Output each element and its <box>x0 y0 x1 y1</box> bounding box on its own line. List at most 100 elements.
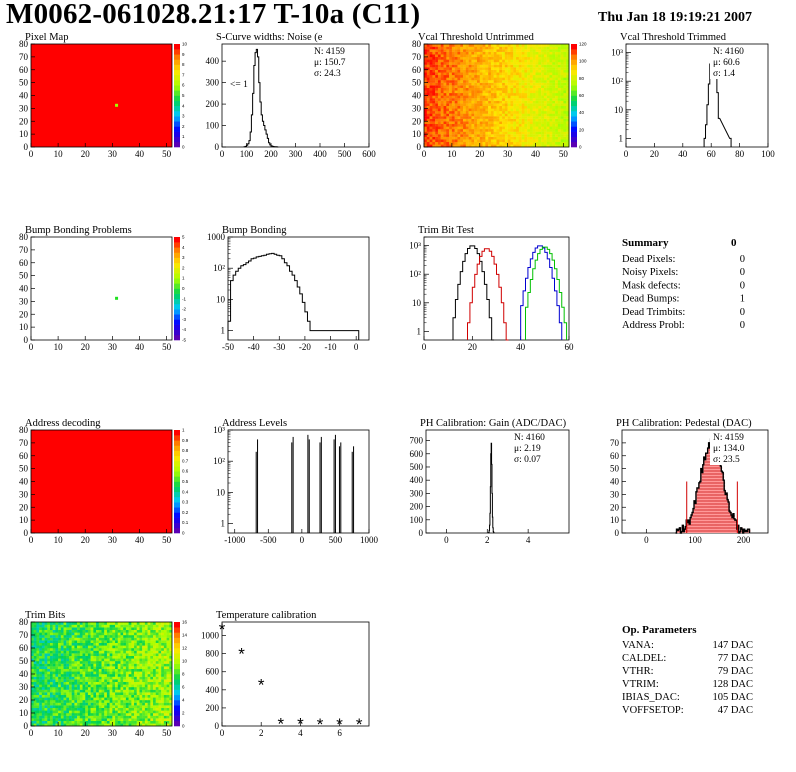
y-tick-label: 20 <box>19 309 29 319</box>
pedestal-dot <box>710 473 712 475</box>
x-tick-label: 40 <box>135 149 145 159</box>
heatmap-cell <box>163 710 167 714</box>
heatmap-cell <box>93 684 97 688</box>
heatmap-cell <box>557 108 561 112</box>
heatmap-cell <box>474 123 478 127</box>
heatmap-cell <box>106 692 110 695</box>
pedestal-dot <box>731 530 732 532</box>
heatmap-cell <box>98 653 102 656</box>
pedestal-dot <box>702 527 704 529</box>
heatmap-cell <box>474 141 478 145</box>
heatmap-cell <box>125 663 129 667</box>
heatmap-cell <box>521 80 525 83</box>
heatmap-cell <box>128 710 132 714</box>
heatmap-cell <box>451 131 455 135</box>
heatmap-cell <box>510 87 514 91</box>
heatmap-cell <box>529 139 533 143</box>
heatmap-cell <box>488 90 492 94</box>
pedestal-dot <box>699 527 701 529</box>
heatmap-cell <box>518 113 522 117</box>
heatmap-cell <box>144 723 148 727</box>
pedestal-dot <box>714 518 716 520</box>
heatmap-cell <box>490 80 494 83</box>
heatmap-cell <box>446 136 450 140</box>
heatmap-cell <box>426 49 430 52</box>
heatmap-cell <box>454 118 458 122</box>
heatmap-cell <box>454 44 458 47</box>
pedestal-dot <box>723 503 725 505</box>
pedestal-dot <box>716 485 718 487</box>
heatmap-cell <box>128 718 132 721</box>
heatmap-cell <box>476 44 480 47</box>
heatmap-cell <box>437 126 441 130</box>
heatmap-cell <box>96 687 99 690</box>
heatmap-cell <box>82 655 86 659</box>
heatmap-cell <box>557 74 561 78</box>
heatmap-cell <box>454 139 458 143</box>
heatmap-cell <box>169 720 173 724</box>
heatmap-cell <box>463 98 467 101</box>
heatmap-cell <box>82 723 86 727</box>
heatmap-cell <box>493 131 497 135</box>
heatmap-cell <box>104 705 108 708</box>
heatmap-cell <box>437 123 441 127</box>
pedestal-dot <box>725 500 727 502</box>
heatmap-cell <box>153 689 156 693</box>
heatmap-cell <box>33 718 37 721</box>
heatmap-cell <box>68 723 72 727</box>
heatmap-cell <box>485 131 489 135</box>
heatmap-cell <box>39 666 43 669</box>
heatmap-cell <box>482 77 486 81</box>
heatmap-cell <box>47 681 51 685</box>
heatmap-cell <box>66 697 70 701</box>
heatmap-cell <box>449 136 453 140</box>
pedestal-dot <box>717 476 719 478</box>
heatmap-cell <box>463 126 467 130</box>
heatmap-cell <box>115 689 118 693</box>
heatmap-cell <box>49 679 53 682</box>
heatmap-cell <box>47 720 51 724</box>
pedestal-dot <box>712 503 714 505</box>
heatmap-cell <box>66 713 70 716</box>
heatmap-cell <box>449 64 453 68</box>
heatmap-cell <box>426 100 430 104</box>
heatmap-cell <box>158 689 162 693</box>
heatmap-cell <box>543 87 547 91</box>
heatmap-cell <box>457 69 461 73</box>
heatmap-cell <box>60 676 64 680</box>
heatmap-cell <box>549 82 553 86</box>
heatmap-cell <box>476 134 480 137</box>
heatmap-cell <box>541 72 545 76</box>
pedestal-dot <box>698 512 700 514</box>
heatmap-cell <box>117 710 121 714</box>
heatmap-cell <box>136 661 140 664</box>
pedestal-dot <box>707 527 709 529</box>
heatmap-cell <box>543 126 547 130</box>
heatmap-cell <box>465 134 469 137</box>
heatmap-cell <box>55 668 59 672</box>
heatmap-cell <box>93 702 97 706</box>
heatmap-cell <box>538 105 542 109</box>
heatmap-cell <box>128 663 132 667</box>
heatmap-cell <box>33 720 37 724</box>
heatmap-cell <box>66 653 70 656</box>
pedestal-dot <box>719 518 721 520</box>
heatmap-cell <box>93 689 97 693</box>
heatmap-cell <box>552 44 556 47</box>
heatmap-cell <box>485 126 489 130</box>
heatmap-cell <box>516 105 520 109</box>
x-tick-label: -30 <box>273 342 285 352</box>
heatmap-cell <box>516 95 520 99</box>
pedestal-dot <box>699 497 701 499</box>
palette-cell <box>174 116 180 122</box>
heatmap-cell <box>435 128 439 132</box>
heatmap-cell <box>485 72 489 76</box>
heatmap-cell <box>85 687 89 690</box>
heatmap-cell <box>58 689 62 693</box>
heatmap-cell <box>560 100 564 104</box>
heatmap-cell <box>90 707 94 711</box>
heatmap-cell <box>147 676 151 680</box>
heatmap-cell <box>460 56 464 60</box>
heatmap-cell <box>496 51 500 55</box>
pedestal-dot <box>713 491 715 493</box>
